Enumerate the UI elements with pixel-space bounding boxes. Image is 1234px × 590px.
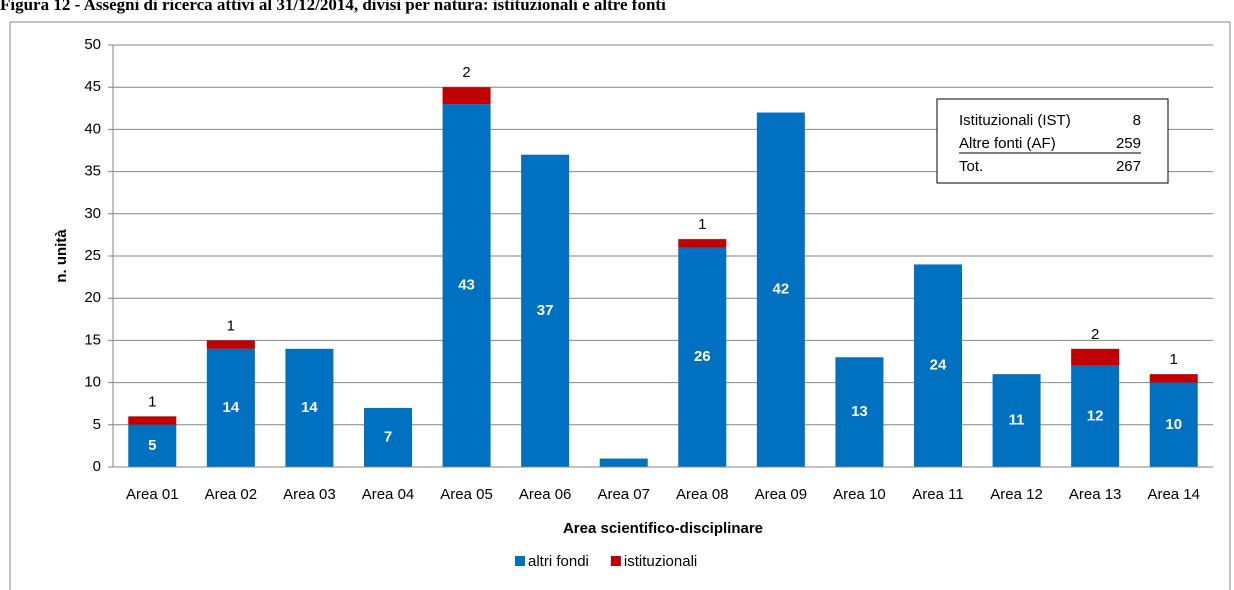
data-label: 43 bbox=[458, 277, 475, 294]
x-tick-label: Area 08 bbox=[676, 486, 729, 503]
y-tick-label: 15 bbox=[84, 331, 101, 348]
data-label: 13 bbox=[851, 403, 868, 420]
bar-segment bbox=[678, 239, 727, 248]
annotation-label: Tot. bbox=[959, 158, 983, 175]
x-tick-label: Area 10 bbox=[833, 486, 886, 503]
y-tick-label: 45 bbox=[84, 78, 101, 95]
bar-segment bbox=[1071, 348, 1120, 366]
data-label: 42 bbox=[773, 281, 790, 298]
bar-segment bbox=[128, 416, 177, 425]
y-tick-label: 20 bbox=[84, 289, 101, 306]
data-label: 2 bbox=[1091, 326, 1099, 343]
annotation-value: 259 bbox=[1116, 135, 1141, 152]
data-label: 1 bbox=[698, 216, 706, 233]
annotation-label: Altre fonti (AF) bbox=[959, 135, 1056, 152]
annotation-box bbox=[936, 98, 1169, 184]
bar-segment bbox=[128, 424, 177, 467]
data-label: 2 bbox=[462, 64, 470, 81]
x-tick-label: Area 11 bbox=[912, 486, 963, 503]
legend-swatch bbox=[515, 556, 525, 566]
bar-segment bbox=[992, 374, 1041, 467]
legend-label: istituzionali bbox=[624, 553, 697, 570]
bar-segment bbox=[285, 348, 334, 467]
x-tick-label: Area 09 bbox=[755, 486, 808, 503]
annotation-value: 8 bbox=[1133, 112, 1141, 129]
bar-segment bbox=[521, 154, 570, 467]
y-tick-label: 10 bbox=[84, 374, 101, 391]
data-label: 1 bbox=[227, 317, 235, 334]
bar-segment bbox=[914, 264, 962, 467]
bar-segment bbox=[678, 247, 727, 467]
data-label: 5 bbox=[148, 437, 156, 454]
x-tick-label: Area 05 bbox=[440, 486, 493, 503]
bar-segment bbox=[835, 357, 884, 467]
bar-segment bbox=[442, 87, 491, 105]
annotation-value: 267 bbox=[1116, 158, 1141, 175]
data-label: 12 bbox=[1087, 407, 1104, 424]
bar-segment bbox=[756, 112, 805, 468]
x-tick-label: Area 02 bbox=[205, 486, 258, 503]
y-tick-label: 50 bbox=[84, 36, 101, 53]
bar-segment bbox=[364, 407, 412, 467]
data-label: 24 bbox=[930, 357, 947, 374]
annotation-label: Istituzionali (IST) bbox=[959, 112, 1071, 129]
bar-segment bbox=[1149, 374, 1198, 383]
data-label: 10 bbox=[1165, 416, 1182, 433]
bar-segment bbox=[599, 458, 648, 467]
bar-segment bbox=[206, 340, 255, 349]
legend-swatch bbox=[610, 556, 621, 566]
bar-segment bbox=[1149, 382, 1198, 467]
y-axis-label: n. unità bbox=[53, 229, 70, 283]
x-tick-label: Area 12 bbox=[990, 486, 1043, 503]
x-tick-label: Area 07 bbox=[597, 486, 650, 503]
y-tick-label: 25 bbox=[84, 247, 101, 264]
data-label: 37 bbox=[537, 302, 554, 319]
chart-title: Figura 12 - Assegni di ricerca attivi al… bbox=[0, 0, 666, 14]
data-label: 14 bbox=[223, 399, 240, 416]
y-tick-label: 0 bbox=[93, 458, 101, 475]
x-tick-label: Area 14 bbox=[1147, 486, 1200, 503]
bar-segment bbox=[1071, 365, 1120, 467]
x-tick-label: Area 06 bbox=[519, 486, 572, 503]
y-tick-label: 5 bbox=[93, 416, 101, 433]
data-label: 1 bbox=[148, 393, 156, 410]
y-tick-label: 40 bbox=[84, 120, 101, 137]
data-label: 11 bbox=[1009, 412, 1025, 429]
x-tick-label: Area 01 bbox=[126, 486, 179, 503]
x-axis-label: Area scientifico-disciplinare bbox=[563, 520, 763, 537]
y-tick-label: 35 bbox=[84, 163, 101, 180]
x-tick-label: Area 13 bbox=[1069, 486, 1122, 503]
x-tick-label: Area 04 bbox=[362, 486, 415, 503]
data-label: 1 bbox=[1170, 351, 1178, 368]
data-label: 14 bbox=[301, 399, 318, 416]
y-tick-label: 30 bbox=[84, 205, 101, 222]
bar-segment bbox=[442, 104, 491, 467]
data-label: 26 bbox=[694, 348, 711, 365]
x-tick-label: Area 03 bbox=[283, 486, 336, 503]
data-label: 7 bbox=[384, 428, 392, 445]
bar-segment bbox=[206, 348, 255, 467]
legend-label: altri fondi bbox=[528, 553, 589, 570]
